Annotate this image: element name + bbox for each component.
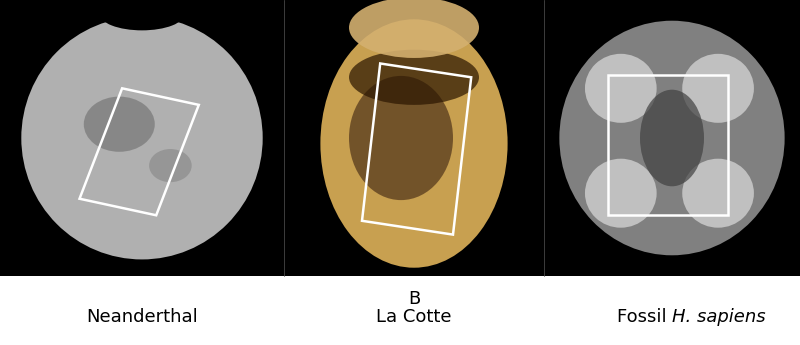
Ellipse shape [559,21,785,255]
Text: La Cotte: La Cotte [376,308,452,326]
Ellipse shape [585,159,657,228]
Text: H. sapiens: H. sapiens [672,308,766,326]
Ellipse shape [22,17,262,259]
Ellipse shape [682,159,754,228]
Ellipse shape [349,76,453,200]
Ellipse shape [149,149,192,182]
Ellipse shape [585,54,657,123]
Ellipse shape [320,19,508,268]
Ellipse shape [349,0,479,58]
Ellipse shape [84,97,154,152]
Text: Neanderthal: Neanderthal [86,308,198,326]
Ellipse shape [682,54,754,123]
Ellipse shape [99,0,185,30]
Text: B: B [408,290,420,308]
Ellipse shape [640,90,704,186]
Text: Fossil: Fossil [617,308,672,326]
Ellipse shape [349,50,479,105]
